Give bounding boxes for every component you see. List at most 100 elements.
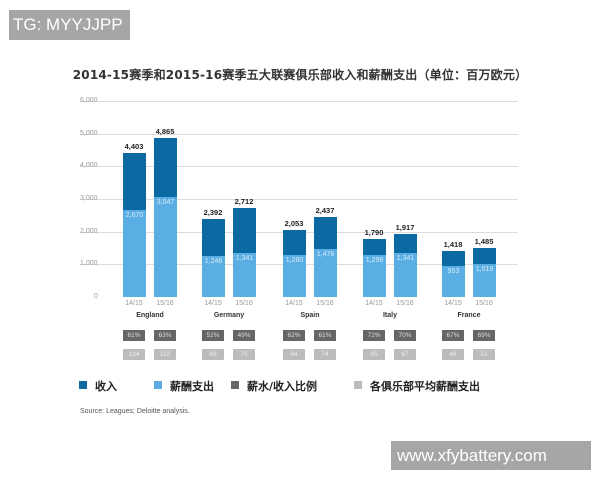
avg-swatch-icon xyxy=(354,381,362,389)
ratio-badge: 62% xyxy=(283,330,305,341)
legend-label: 各俱乐部平均薪酬支出 xyxy=(370,380,480,393)
wages-label: 953 xyxy=(447,267,460,275)
revenue-segment xyxy=(394,234,417,254)
legend-label: 收入 xyxy=(95,380,117,393)
avg-wage-badge: 69 xyxy=(202,349,224,360)
ratio-badge: 61% xyxy=(123,330,145,341)
avg-wage-badge: 51 xyxy=(473,349,495,360)
wages-label: 2,670 xyxy=(125,211,144,219)
y-tick-label: 1,000 xyxy=(80,260,98,267)
wages-segment xyxy=(283,255,306,297)
avg-wage-badge: 48 xyxy=(442,349,464,360)
x-tick-label: 15/16 xyxy=(396,300,414,307)
ratio-badge: 61% xyxy=(314,330,336,341)
ratio-badge: 49% xyxy=(233,330,255,341)
revenue-label: 4,403 xyxy=(124,142,144,152)
avg-wage-badge: 64 xyxy=(283,349,305,360)
revenue-segment xyxy=(233,208,256,254)
avg-wage-badge: 65 xyxy=(363,349,385,360)
bar-italy-14-15: 1,790 1,298 xyxy=(363,228,386,297)
x-tick-label: 15/16 xyxy=(475,300,493,307)
gridline xyxy=(80,199,518,200)
x-tick-label: 15/16 xyxy=(235,300,253,307)
avg-wage-badge: 75 xyxy=(233,349,255,360)
revenue-label: 2,392 xyxy=(203,207,223,217)
x-tick-label: 15/16 xyxy=(316,300,334,307)
gridline xyxy=(80,101,518,102)
legend-item-avg-wages: 各俱乐部平均薪酬支出 xyxy=(354,378,480,394)
wages-label: 1,341 xyxy=(396,255,415,263)
wages-segment xyxy=(363,254,386,297)
country-label: Italy xyxy=(382,312,397,319)
ratio-badge: 70% xyxy=(394,330,416,341)
wages-segment xyxy=(473,263,496,297)
bar-germany-14-15: 2,392 1,246 xyxy=(202,208,225,297)
wages-segment xyxy=(233,253,256,297)
bar-spain-14-15: 2,053 1,280 xyxy=(283,219,306,297)
wages-label: 1,280 xyxy=(285,257,304,265)
legend-item-ratio: 薪水/收入比例 xyxy=(231,378,317,394)
revenue-swatch-icon xyxy=(79,381,87,389)
revenue-label: 1,485 xyxy=(474,237,494,247)
ratio-badge: 63% xyxy=(154,330,176,341)
revenue-label: 2,053 xyxy=(284,218,304,228)
revenue-label: 1,917 xyxy=(395,223,415,233)
ratio-badge: 67% xyxy=(442,330,464,341)
wages-segment xyxy=(394,253,417,297)
wages-segment xyxy=(123,209,146,297)
bar-italy-15-16: 1,917 1,341 xyxy=(394,223,417,297)
bar-france-15-16: 1,485 1,019 xyxy=(473,237,496,297)
country-label: Spain xyxy=(300,312,320,319)
bar-spain-15-16: 2,437 1,476 xyxy=(314,206,337,297)
y-tick-label: 5,000 xyxy=(80,130,98,137)
avg-wage-badge: 74 xyxy=(314,349,336,360)
watermark-top: TG: MYYJJPP xyxy=(9,10,130,40)
revenue-label: 2,712 xyxy=(234,197,254,207)
x-tick-label: 14/15 xyxy=(125,300,143,307)
watermark-bottom: www.xfybattery.com xyxy=(391,441,591,470)
bar-germany-15-16: 2,712 1,341 xyxy=(233,197,256,297)
wages-segment xyxy=(442,265,465,297)
wages-label: 1,298 xyxy=(365,256,384,264)
avg-wage-badge: 67 xyxy=(394,349,416,360)
revenue-segment xyxy=(442,250,465,266)
legend-item-wages: 薪酬支出 xyxy=(154,378,214,394)
legend-label: 薪酬支出 xyxy=(170,380,214,393)
avg-wage-badge: 152 xyxy=(154,349,176,360)
wages-label: 3,047 xyxy=(156,199,175,207)
x-tick-label: 14/15 xyxy=(204,300,222,307)
gridline xyxy=(80,166,518,167)
wages-label: 1,019 xyxy=(475,265,494,273)
revenue-segment xyxy=(202,218,225,257)
bar-england-14-15: 4,403 2,670 xyxy=(123,142,146,297)
wages-label: 1,246 xyxy=(204,258,223,266)
country-label: France xyxy=(457,312,481,319)
revenue-segment xyxy=(314,217,337,249)
bar-france-14-15: 1,418 953 xyxy=(442,240,465,297)
revenue-label: 1,790 xyxy=(364,227,384,237)
ratio-swatch-icon xyxy=(231,381,239,389)
y-tick-label: 2,000 xyxy=(80,228,98,235)
revenue-segment xyxy=(473,248,496,264)
revenue-label: 1,418 xyxy=(443,239,463,249)
revenue-segment xyxy=(363,238,386,255)
revenue-segment xyxy=(154,138,177,198)
wages-swatch-icon xyxy=(154,381,162,389)
x-tick-label: 14/15 xyxy=(444,300,462,307)
source-note: Source: Leagues; Deloitte analysis. xyxy=(80,408,190,415)
y-tick-label: 0 xyxy=(94,293,98,300)
y-tick-label: 6,000 xyxy=(80,97,98,104)
legend-label: 薪水/收入比例 xyxy=(247,380,318,393)
revenue-label: 2,437 xyxy=(315,206,335,216)
y-tick-label: 4,000 xyxy=(80,162,98,169)
x-tick-label: 15/16 xyxy=(156,300,174,307)
ratio-badge: 52% xyxy=(202,330,224,341)
ratio-badge: 69% xyxy=(473,330,495,341)
chart-title: 2014-15赛季和2015-16赛季五大联赛俱乐部收入和薪酬支出（单位：百万欧… xyxy=(72,68,528,82)
wages-label: 1,341 xyxy=(235,255,254,263)
revenue-segment xyxy=(123,153,146,210)
avg-wage-badge: 134 xyxy=(123,349,145,360)
wages-label: 1,476 xyxy=(316,250,335,258)
wages-segment xyxy=(202,256,225,297)
